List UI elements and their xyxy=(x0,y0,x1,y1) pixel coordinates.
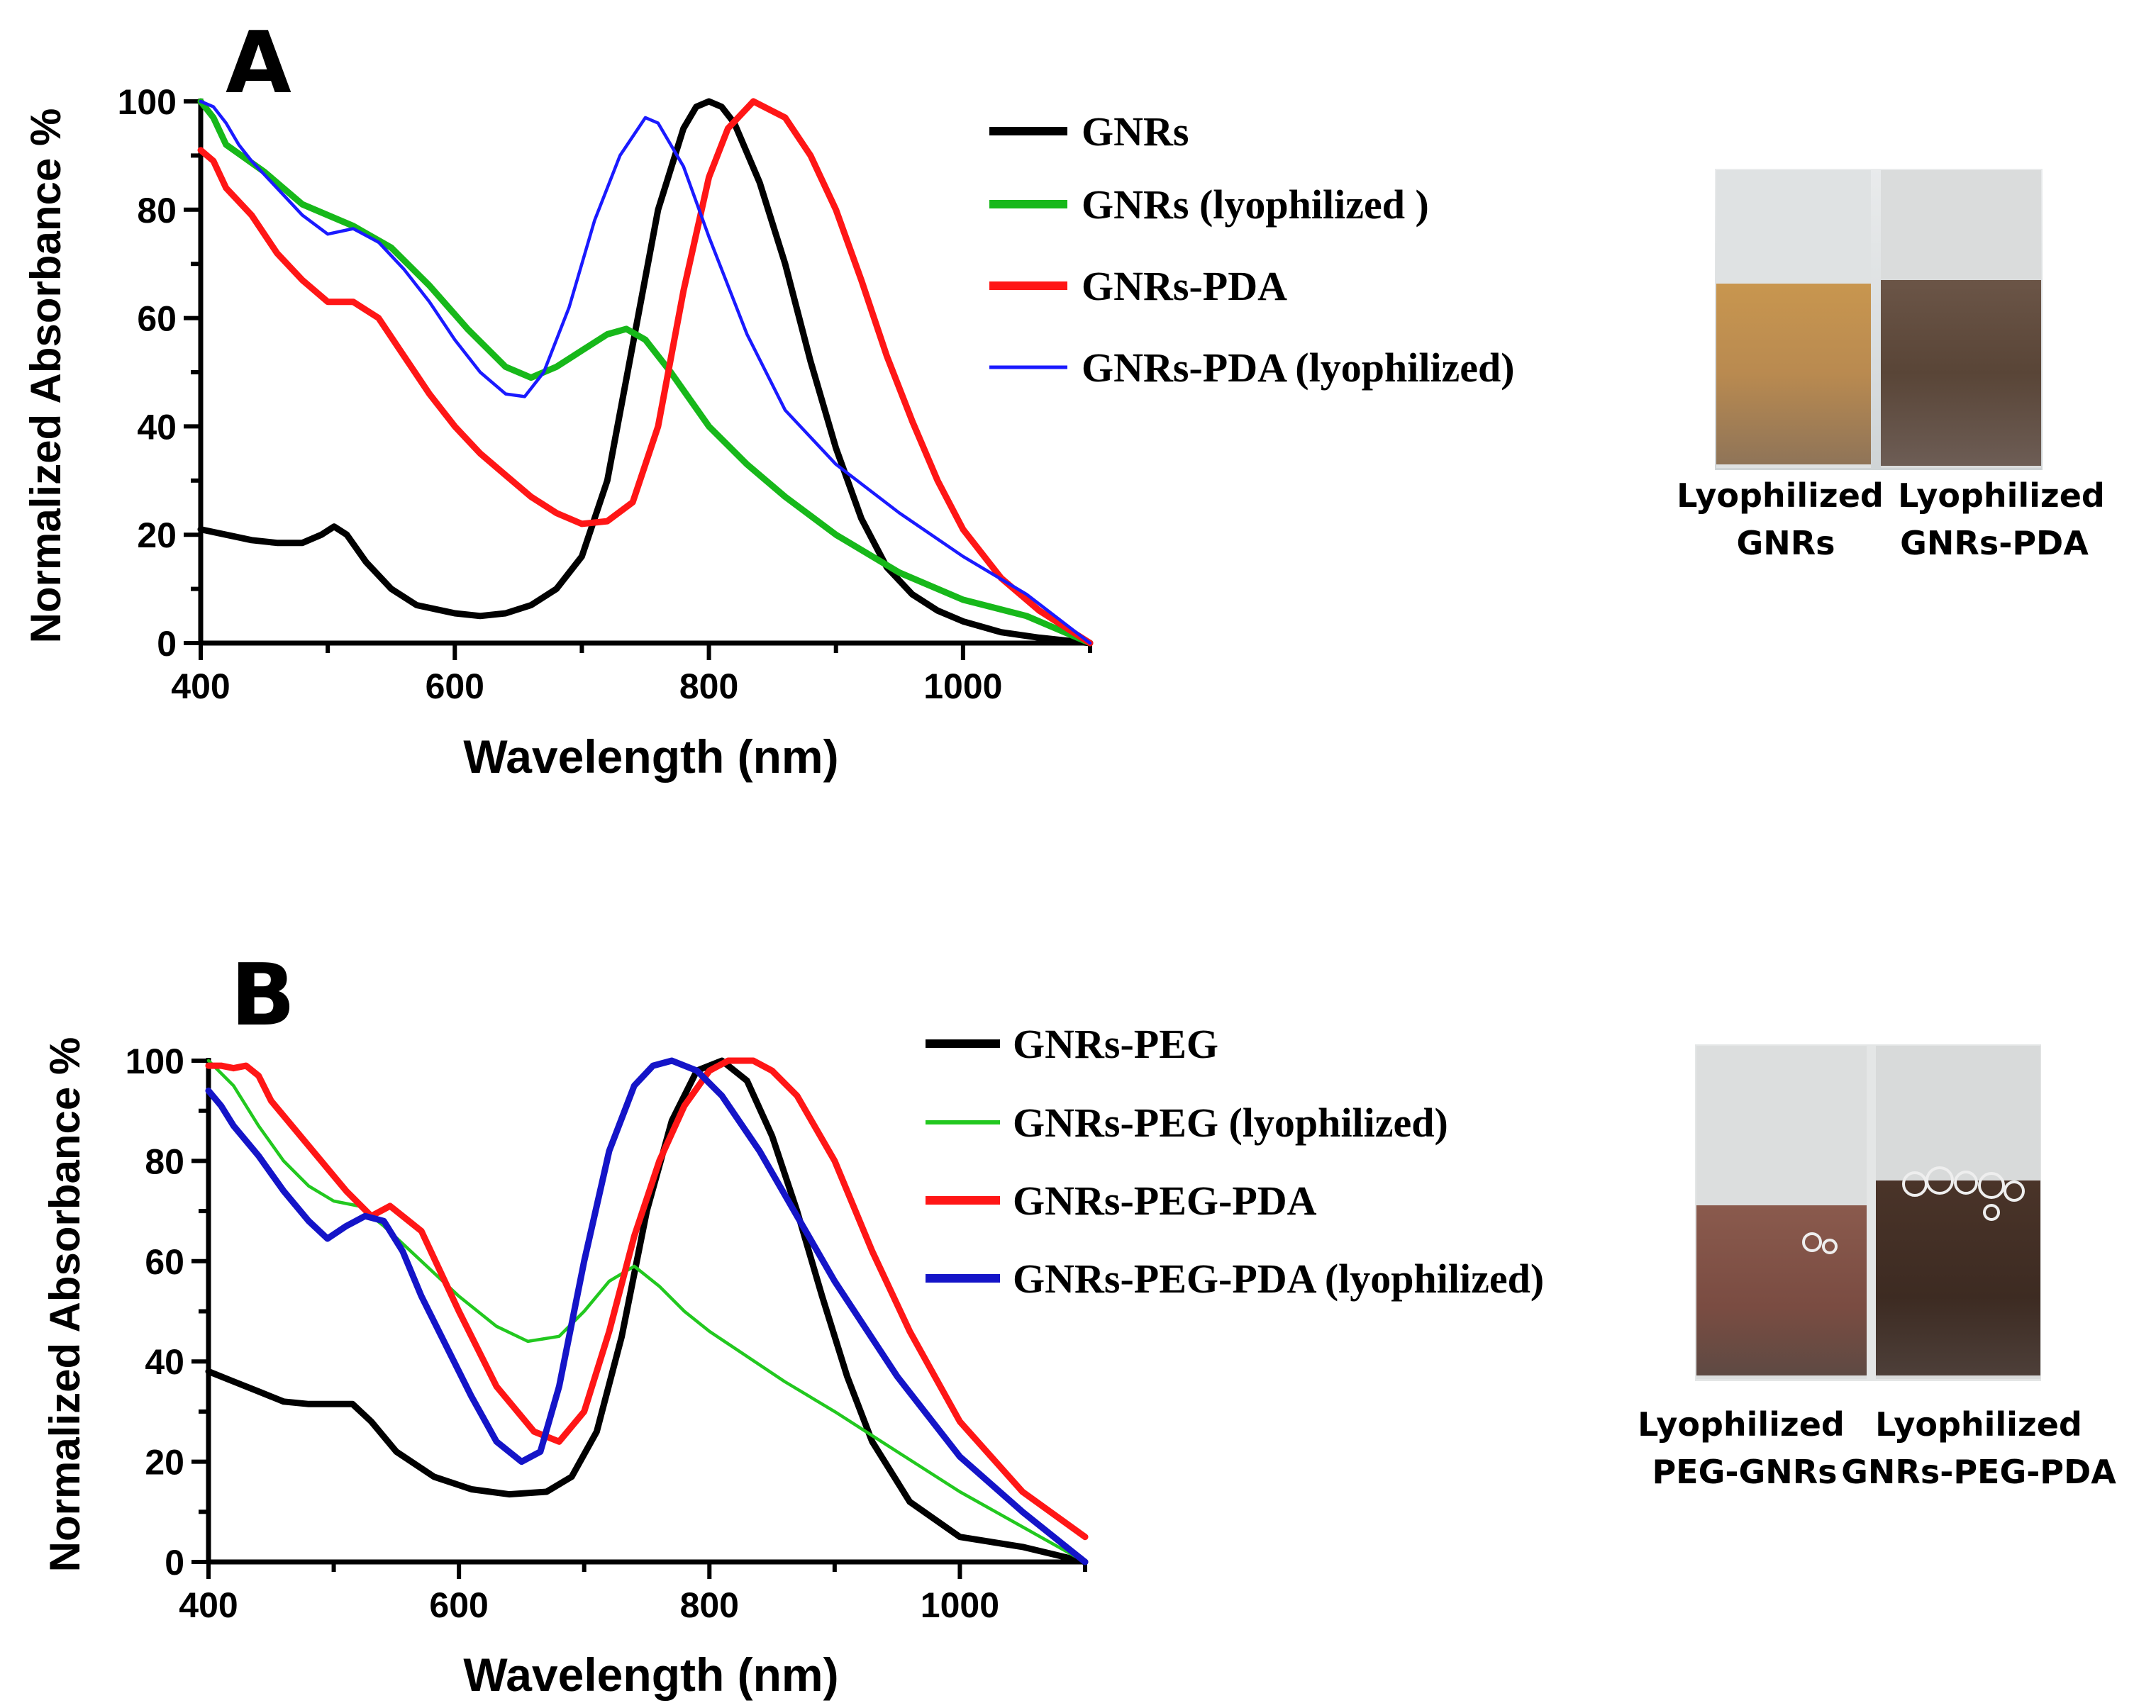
y-tick-label: 80 xyxy=(137,191,177,230)
legend-label: GNRs xyxy=(1082,108,1189,155)
series-line-3 xyxy=(197,98,1094,647)
x-tick-label: 400 xyxy=(171,666,230,706)
panel-label: B xyxy=(230,947,295,1045)
y-tick-label: 0 xyxy=(165,1543,184,1583)
x-axis-label: Wavelength (nm) xyxy=(463,730,838,783)
series-line-2 xyxy=(197,98,1094,647)
photo-label: GNRs xyxy=(1736,524,1835,562)
series-line-2 xyxy=(206,1059,1087,1564)
y-axis-label: Normalized Absorbance % xyxy=(41,1037,89,1573)
legend-label: GNRs-PEG (lyophilized) xyxy=(1013,1100,1448,1146)
series-line-3 xyxy=(205,1057,1089,1541)
vial-liquid xyxy=(1696,1205,1867,1375)
vial-liquid xyxy=(1881,280,2041,466)
x-tick-label: 600 xyxy=(426,666,484,706)
vial-liquid xyxy=(1716,284,1871,464)
legend-label: GNRs-PEG xyxy=(1013,1021,1218,1067)
y-tick-label: 40 xyxy=(137,407,177,447)
y-tick-label: 60 xyxy=(137,299,177,339)
photo-label: PEG-GNRs xyxy=(1652,1453,1837,1491)
photo-label: GNRs-PEG-PDA xyxy=(1841,1453,2116,1491)
x-tick-label: 800 xyxy=(680,1585,739,1625)
panel-label: A xyxy=(226,14,291,113)
x-tick-label: 600 xyxy=(429,1585,488,1625)
series-layer xyxy=(197,98,1094,647)
photo-label: Lyophilized xyxy=(1638,1405,1845,1444)
photo-label: Lyophilized xyxy=(1677,476,1884,515)
y-tick-label: 80 xyxy=(145,1142,184,1181)
vial-liquid xyxy=(1876,1180,2040,1375)
series-layer xyxy=(205,1057,1089,1565)
x-tick-label: 800 xyxy=(679,666,738,706)
x-axis-label: Wavelength (nm) xyxy=(463,1648,838,1701)
legend: GNRs GNRs (lyophilized ) GNRs-PDA GNRs-P… xyxy=(989,108,1515,391)
y-axis-label: Normalized Absorbance % xyxy=(22,108,70,644)
series-line-4 xyxy=(205,1057,1089,1565)
y-tick-label: 40 xyxy=(145,1342,184,1382)
series-line-1 xyxy=(197,98,1094,647)
legend-label: GNRs (lyophilized ) xyxy=(1082,182,1429,228)
y-tick-label: 60 xyxy=(145,1242,184,1282)
axes: 400 600 800 1000 0 20 40 60 80 100 xyxy=(126,1042,1087,1625)
y-tick-label: 100 xyxy=(126,1042,184,1081)
legend: GNRs-PEG GNRs-PEG (lyophilized) GNRs-PEG… xyxy=(926,1021,1544,1302)
legend-label: GNRs-PEG-PDA xyxy=(1013,1178,1317,1224)
photo-label: GNRs-PDA xyxy=(1900,524,2089,562)
x-tick-label: 1000 xyxy=(921,1585,999,1625)
photo-vials xyxy=(1695,1044,2041,1381)
x-tick-label: 400 xyxy=(179,1585,238,1625)
y-tick-label: 100 xyxy=(118,82,177,122)
series-line-4 xyxy=(199,99,1092,645)
y-tick-label: 20 xyxy=(137,515,177,555)
photo-label: Lyophilized xyxy=(1898,476,2105,515)
x-tick-label: 1000 xyxy=(923,666,1002,706)
legend-label: GNRs-PDA (lyophilized) xyxy=(1082,345,1515,391)
legend-label: GNRs-PEG-PDA (lyophilized) xyxy=(1013,1256,1544,1302)
bubbles xyxy=(1802,1166,2025,1254)
legend-label: GNRs-PDA xyxy=(1082,263,1287,309)
series-line-1 xyxy=(205,1057,1089,1565)
y-tick-label: 0 xyxy=(157,624,177,664)
photo-label: Lyophilized xyxy=(1875,1405,2082,1444)
photo-vials xyxy=(1715,169,2043,470)
panel-b: B Normalized Absorbance % Wavelength (nm… xyxy=(41,947,2116,1701)
y-tick-label: 20 xyxy=(145,1443,184,1483)
axes: 400 600 800 1000 0 20 40 60 80 100 xyxy=(118,82,1092,706)
panel-a: A Normalized Absorbance % Wavelength (nm… xyxy=(22,14,2105,783)
